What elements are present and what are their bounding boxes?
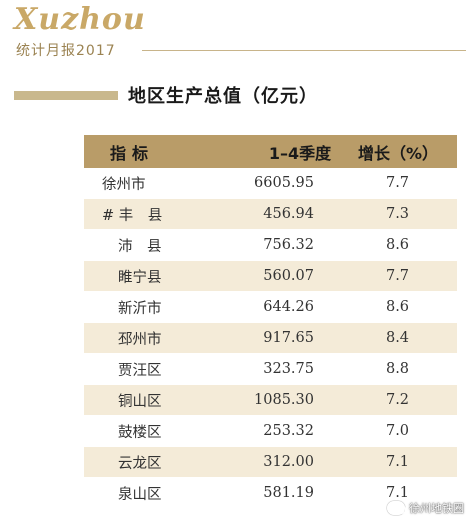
row-name: 睢宁县: [118, 269, 162, 286]
header-period: 1–4季度: [268, 143, 332, 163]
row-name: 鼓楼区: [118, 424, 162, 441]
table-header-row: 指标 1–4季度 增长（%）: [84, 135, 457, 168]
row-name: 泉山区: [118, 486, 162, 503]
watermark: 徐州地铁圈: [387, 500, 464, 516]
watermark-text: 徐州地铁圈: [409, 502, 464, 515]
row-growth: 7.2: [385, 392, 410, 408]
table-row: 邳州市 917.65 8.4: [84, 323, 457, 354]
row-growth: 7.7: [385, 268, 410, 284]
row-growth: 7.0: [385, 423, 410, 439]
row-growth: 8.6: [385, 237, 410, 253]
section-title: 地区生产总值（亿元）: [128, 86, 318, 107]
table-row: 鼓楼区 253.32 7.0: [84, 416, 457, 447]
table-row: # 丰 县 456.94 7.3: [84, 199, 457, 230]
row-value: 1085.30: [254, 392, 314, 408]
brand-logo: Xuzhou: [14, 2, 146, 37]
table-row: 云龙区 312.00 7.1: [84, 447, 457, 478]
table-row: 徐州市 6605.95 7.7: [84, 168, 457, 199]
row-growth: 7.7: [385, 175, 410, 191]
row-value: 323.75: [263, 361, 314, 377]
table-row: 泉山区 581.19 7.1: [84, 478, 457, 509]
row-name: 贾汪区: [118, 362, 162, 379]
wechat-icon: [387, 501, 406, 515]
row-value: 6605.95: [254, 175, 314, 191]
header-growth: 增长（%）: [358, 143, 439, 163]
row-value: 644.26: [263, 299, 314, 315]
row-name: 邳州市: [118, 331, 162, 348]
row-value: 456.94: [263, 206, 314, 222]
table-row: 睢宁县 560.07 7.7: [84, 261, 457, 292]
row-name: # 丰 县: [102, 207, 163, 224]
row-growth: 8.6: [385, 299, 410, 315]
report-subtitle: 统计月报2017: [16, 43, 116, 59]
row-value: 917.65: [263, 330, 314, 346]
title-accent-bar: [14, 91, 118, 100]
row-growth: 8.8: [385, 361, 410, 377]
row-name: 铜山区: [118, 393, 162, 410]
row-value: 581.19: [263, 485, 314, 501]
header-divider: [142, 50, 466, 51]
table-row: 新沂市 644.26 8.6: [84, 292, 457, 323]
row-name: 沛 县: [118, 238, 162, 255]
table-row: 铜山区 1085.30 7.2: [84, 385, 457, 416]
row-name: 云龙区: [118, 455, 162, 472]
row-value: 253.32: [263, 423, 314, 439]
row-growth: 7.3: [385, 206, 410, 222]
header-indicator: 指标: [110, 143, 155, 163]
row-growth: 7.1: [385, 454, 410, 470]
row-growth: 8.4: [385, 330, 410, 346]
gdp-table: 指标 1–4季度 增长（%） 徐州市 6605.95 7.7 # 丰 县 456…: [84, 135, 457, 509]
row-name: 徐州市: [102, 176, 146, 193]
row-growth: 7.1: [385, 485, 410, 501]
row-value: 756.32: [263, 237, 314, 253]
row-value: 312.00: [263, 454, 314, 470]
table-row: 沛 县 756.32 8.6: [84, 230, 457, 261]
table-row: 贾汪区 323.75 8.8: [84, 354, 457, 385]
row-name: 新沂市: [118, 300, 162, 317]
row-value: 560.07: [263, 268, 314, 284]
